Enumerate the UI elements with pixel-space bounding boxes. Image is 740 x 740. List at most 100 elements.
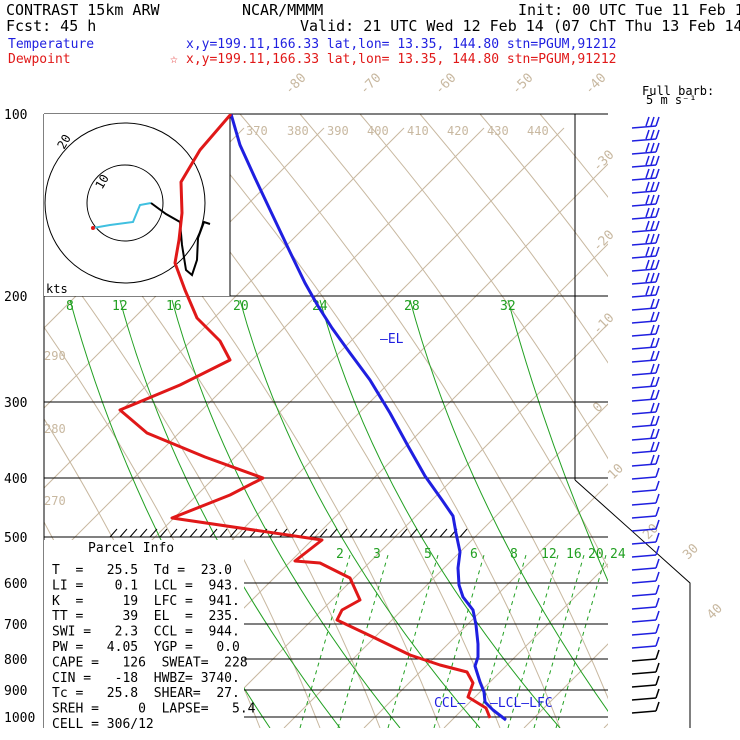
hatch-mark: [369, 528, 378, 538]
wind-barb-flag: [655, 311, 660, 322]
wind-barb: [631, 541, 657, 545]
theta-label: 380: [287, 124, 309, 138]
model-title: CONTRAST 15km ARW: [6, 1, 160, 19]
wind-barb-flag: [645, 246, 650, 257]
mixing-ratio-label-lower: 8: [510, 547, 518, 562]
hatch-mark: [179, 528, 188, 538]
wind-barb-flag: [655, 480, 660, 491]
parcel-info-title: Parcel Info: [88, 541, 174, 556]
mixing-ratio-line: [387, 554, 439, 728]
right-axis-lower: [574, 479, 691, 728]
wind-barb: [631, 268, 657, 272]
isotherm-line: [44, 127, 405, 489]
hatch-mark: [159, 528, 168, 538]
theta-label: 280: [44, 422, 66, 436]
hodograph-start-dot: [91, 226, 95, 230]
moist-adiabat-line: [507, 299, 608, 583]
wind-barb-flag: [650, 207, 655, 218]
wind-barb: [631, 138, 657, 142]
wind-barb-flag: [655, 571, 660, 582]
hatch-mark: [119, 528, 128, 538]
wind-barb: [631, 450, 657, 454]
theta-label: 390: [327, 124, 349, 138]
wind-barb: [631, 294, 657, 298]
wind-barb-flag: [645, 129, 650, 140]
wind-barb-flag: [645, 285, 650, 296]
wind-barb-flag: [650, 259, 655, 270]
wind-barb: [631, 710, 657, 714]
isotherm-line: [283, 403, 608, 728]
wind-barb-flag: [655, 493, 660, 504]
wind-barb-flag: [655, 168, 660, 179]
wind-barb: [631, 177, 657, 181]
wind-barb-flag: [655, 402, 660, 413]
wind-barb: [631, 125, 657, 129]
wind-barb-flag: [655, 558, 660, 569]
hatch-mark: [319, 528, 328, 538]
wind-barb: [631, 398, 657, 402]
wind-barb-flag: [655, 454, 660, 465]
pressure-label: 200: [4, 290, 27, 305]
parcel-info-row: SWI = 2.3 CCL = 944.: [52, 625, 240, 640]
wind-barb: [631, 463, 657, 467]
hatch-mark: [169, 528, 178, 538]
isotherm-label: 40: [704, 601, 726, 623]
mixing-ratio-label-lower: 2: [336, 547, 344, 562]
wind-barb-flag: [655, 376, 660, 387]
hatch-mark: [429, 528, 438, 538]
hatch-mark: [399, 528, 408, 538]
wind-barb-flag: [645, 220, 650, 231]
dry-adiabat-line: [299, 114, 608, 569]
dry-adiabat-line: [479, 114, 608, 278]
wind-barb: [631, 281, 657, 285]
hatch-mark: [389, 528, 398, 538]
mixing-ratio-label-lower: 24: [610, 547, 626, 562]
wind-barb-flag: [650, 116, 655, 127]
wind-barb: [631, 697, 657, 701]
isotherm-label: -70: [357, 71, 384, 98]
wind-barb-flag: [655, 623, 660, 634]
valid-time: Valid: 21 UTC Wed 12 Feb 14 (07 ChT Thu …: [300, 17, 740, 35]
wind-barb-flag: [655, 688, 660, 699]
hatch-mark: [359, 528, 368, 538]
mixing-ratio-label: 28: [404, 299, 420, 314]
wind-barb-flag: [655, 597, 660, 608]
wind-barb-flag: [650, 194, 655, 205]
wind-barb-flag: [650, 454, 655, 465]
isotherm-label: -60: [432, 71, 459, 98]
wind-barb-flag: [650, 220, 655, 231]
wind-barb-flag: [655, 701, 660, 712]
isotherm-line: [684, 128, 740, 728]
wind-barb-flag: [655, 129, 660, 140]
wind-barb: [631, 151, 657, 155]
hatch-mark: [329, 528, 338, 538]
hatch-mark: [419, 528, 428, 538]
el-marker: —EL: [380, 332, 404, 347]
wind-barb: [631, 203, 657, 207]
theta-label: 270: [44, 494, 66, 508]
wind-barb: [631, 658, 657, 662]
wind-barb-flag: [645, 168, 650, 179]
theta-label: 290: [44, 349, 66, 363]
mixing-ratio-line: [433, 554, 485, 728]
dewpoint-location: x,y=199.11,166.33 lat,lon= 13.35, 144.80…: [186, 52, 616, 67]
mixing-ratio-line: [299, 554, 351, 728]
pressure-label: 400: [4, 472, 27, 487]
wind-barb-flag: [650, 142, 655, 153]
wind-barb-flag: [655, 324, 660, 335]
theta-label: 370: [246, 124, 268, 138]
mixing-ratio-label-lower: 5: [424, 547, 432, 562]
org-title: NCAR/MMMM: [242, 1, 323, 19]
wind-barb: [631, 385, 657, 389]
mixing-ratio-line: [475, 554, 527, 728]
parcel-info-row: K = 19 LFC = 941.: [52, 594, 240, 609]
isotherm-line: [44, 127, 485, 569]
parcel-info-row: LI = 0.1 LCL = 943.: [52, 578, 240, 593]
wind-barb-flag: [650, 441, 655, 452]
wind-barb-flag: [655, 181, 660, 192]
wind-barb-flag: [655, 636, 660, 647]
wind-barb-flag: [645, 272, 650, 283]
hodograph-trace-low: [92, 202, 152, 229]
wind-barb: [631, 190, 657, 194]
